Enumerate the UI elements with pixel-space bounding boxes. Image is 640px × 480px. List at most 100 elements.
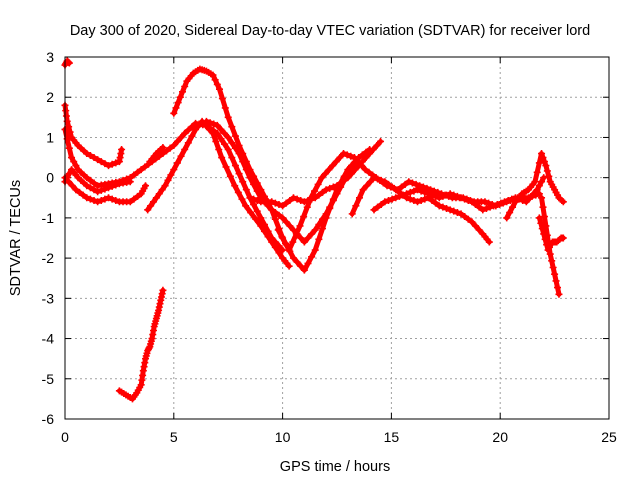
data-point-marker — [268, 198, 276, 206]
data-point-marker — [218, 154, 226, 162]
data-point-marker — [406, 188, 414, 196]
data-point-marker — [213, 121, 221, 129]
series-arc-top-jump — [61, 57, 73, 69]
data-point-marker — [224, 113, 232, 121]
data-point-marker — [359, 186, 367, 194]
data-point-marker — [308, 253, 316, 261]
data-point-marker — [226, 172, 234, 180]
data-point-marker — [412, 180, 420, 188]
data-point-marker — [329, 196, 337, 204]
data-point-marker — [475, 226, 483, 234]
data-point-marker — [70, 158, 78, 166]
y-tick-label: -5 — [42, 371, 55, 387]
data-point-marker — [533, 168, 541, 176]
data-point-marker — [408, 179, 416, 187]
data-point-marker — [304, 234, 312, 242]
data-point-marker — [472, 222, 480, 230]
data-point-marker — [172, 104, 180, 112]
data-point-marker — [369, 146, 377, 154]
x-tick-label: 5 — [170, 429, 178, 445]
data-point-marker — [333, 182, 341, 190]
data-point-marker — [322, 186, 330, 194]
data-point-marker — [275, 200, 283, 208]
data-point-marker — [246, 194, 254, 202]
data-point-marker — [538, 178, 546, 186]
data-point-marker — [304, 259, 312, 267]
data-point-marker — [300, 213, 308, 221]
data-point-marker — [450, 191, 458, 199]
data-point-marker — [105, 162, 113, 170]
data-point-marker — [539, 203, 547, 211]
data-point-marker — [374, 203, 382, 211]
data-point-marker — [181, 129, 189, 137]
data-point-marker — [381, 178, 389, 186]
data-point-marker — [485, 238, 493, 246]
series-arc-o — [538, 194, 563, 298]
data-point-marker — [332, 158, 340, 166]
data-point-marker — [552, 277, 560, 285]
data-point-marker — [337, 179, 345, 187]
data-point-marker — [112, 196, 120, 204]
data-point-marker — [340, 150, 348, 158]
data-point-marker — [340, 176, 348, 184]
data-point-marker — [83, 174, 91, 182]
data-point-marker — [453, 209, 461, 217]
data-point-marker — [322, 210, 330, 218]
data-point-marker — [246, 174, 254, 182]
series-trace — [62, 120, 286, 253]
data-point-marker — [83, 150, 91, 158]
data-point-marker — [231, 144, 239, 152]
data-point-marker — [373, 141, 381, 149]
data-point-marker — [101, 195, 109, 203]
data-point-marker — [206, 119, 214, 127]
data-point-marker — [450, 207, 458, 215]
data-point-marker — [181, 82, 189, 90]
data-point-marker — [363, 182, 371, 190]
data-point-marker — [539, 154, 547, 162]
data-point-marker — [188, 132, 196, 140]
data-point-marker — [205, 125, 213, 133]
data-point-marker — [388, 195, 396, 203]
data-point-marker — [538, 150, 546, 158]
data-point-marker — [486, 203, 494, 211]
plot-area — [61, 57, 567, 403]
data-point-marker — [217, 135, 225, 143]
y-tick-label: -1 — [42, 210, 55, 226]
data-point-marker — [439, 192, 447, 200]
data-point-marker — [446, 190, 454, 198]
data-point-marker — [315, 221, 323, 229]
data-point-marker — [315, 235, 323, 243]
data-point-marker — [554, 284, 562, 292]
data-point-marker — [286, 222, 294, 230]
data-point-marker — [350, 154, 358, 162]
series-trace — [145, 118, 292, 269]
data-point-marker — [293, 195, 301, 203]
series-trace — [504, 151, 566, 221]
data-point-marker — [421, 195, 429, 203]
data-point-marker — [181, 146, 189, 154]
data-point-marker — [318, 215, 326, 223]
data-point-marker — [435, 202, 443, 210]
y-tick-label: 3 — [46, 49, 54, 65]
data-point-marker — [358, 162, 366, 170]
data-point-marker — [228, 123, 236, 131]
data-point-marker — [159, 150, 167, 158]
series-arc-k — [348, 174, 493, 246]
data-point-marker — [105, 184, 113, 192]
data-point-marker — [479, 206, 487, 214]
data-point-marker — [179, 88, 187, 96]
data-point-marker — [72, 162, 80, 170]
data-point-marker — [348, 170, 356, 178]
data-point-marker — [361, 166, 369, 174]
data-point-marker — [65, 170, 73, 178]
data-point-marker — [297, 262, 305, 270]
data-point-marker — [209, 129, 217, 137]
data-point-marker — [545, 241, 553, 249]
data-point-marker — [271, 243, 279, 251]
data-point-marker — [558, 196, 566, 204]
data-point-marker — [352, 202, 360, 210]
data-point-marker — [213, 80, 221, 88]
x-tick-label: 20 — [492, 429, 508, 445]
data-point-marker — [365, 168, 373, 176]
data-point-marker — [65, 59, 73, 67]
